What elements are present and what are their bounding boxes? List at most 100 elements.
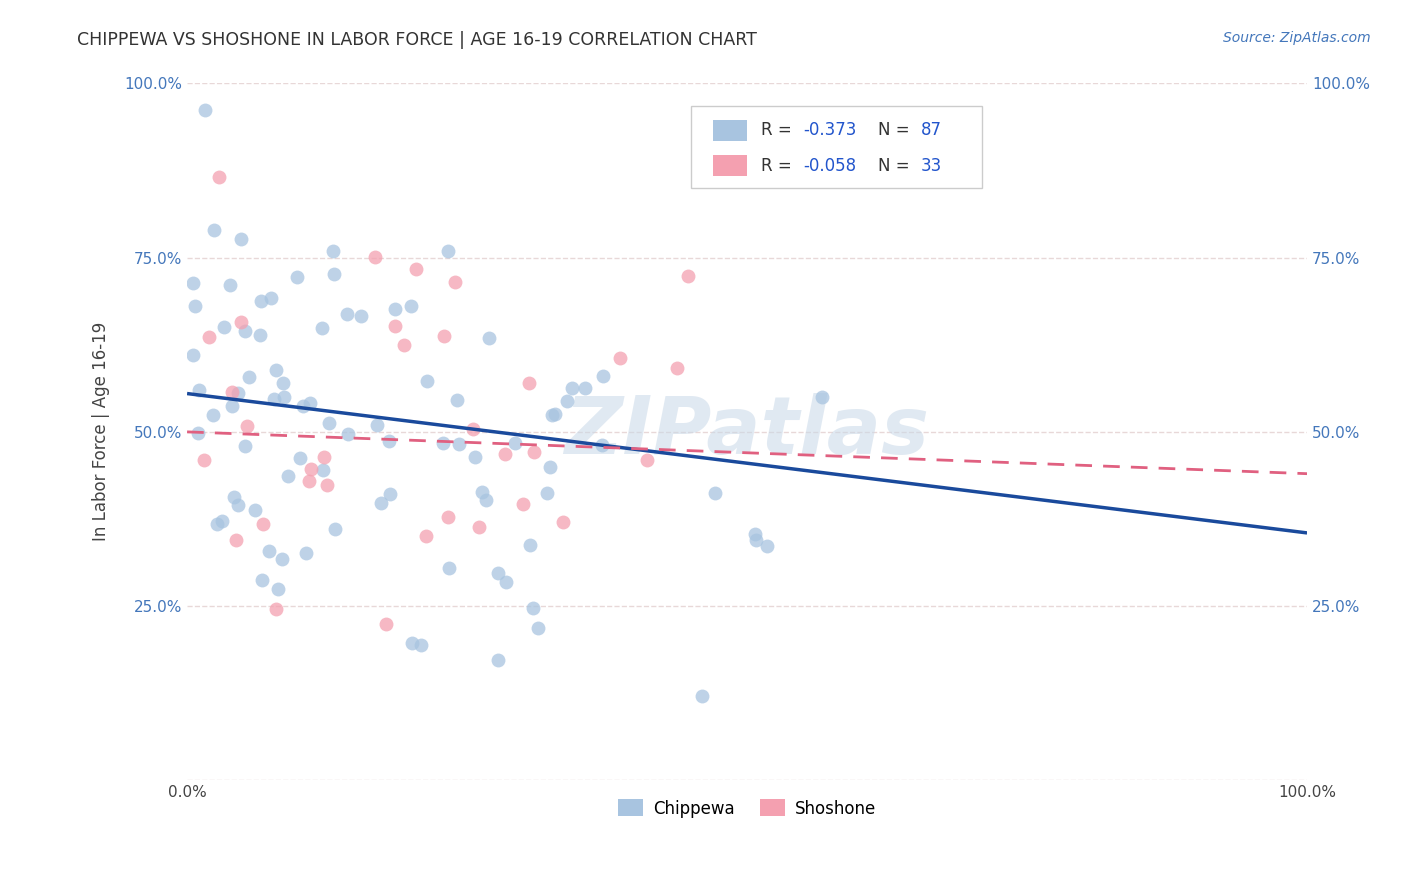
FancyBboxPatch shape: [713, 155, 747, 176]
Point: [591, 438, 613, 452]
Point: [666, 361, 689, 376]
Point: [536, 486, 558, 500]
Point: [273, 391, 295, 405]
Point: [475, 492, 498, 507]
Point: [375, 617, 398, 632]
Point: [236, 418, 259, 433]
Point: [704, 486, 727, 500]
Point: [181, 277, 204, 291]
Point: [266, 362, 288, 376]
Point: [266, 582, 288, 597]
Text: ZIPatlas: ZIPatlas: [565, 392, 929, 471]
Point: [257, 544, 280, 558]
Point: [336, 307, 359, 321]
Point: [214, 320, 236, 334]
Text: 33: 33: [921, 157, 942, 175]
Point: [512, 497, 534, 511]
Point: [298, 395, 321, 409]
Point: [297, 474, 319, 488]
Point: [211, 514, 233, 528]
Point: [299, 461, 322, 475]
Point: [745, 533, 768, 548]
Point: [233, 439, 256, 453]
Point: [322, 244, 344, 259]
Point: [676, 269, 699, 284]
Point: [392, 338, 415, 352]
Point: [250, 293, 273, 308]
Point: [266, 601, 288, 615]
Point: [226, 386, 249, 401]
Point: [208, 169, 231, 184]
Legend: Chippewa, Shoshone: Chippewa, Shoshone: [612, 793, 883, 824]
Point: [370, 496, 392, 510]
Point: [405, 261, 427, 276]
Point: [219, 277, 242, 292]
Point: [494, 447, 516, 461]
FancyBboxPatch shape: [692, 106, 983, 188]
Point: [553, 515, 575, 529]
Point: [249, 327, 271, 342]
Point: [690, 690, 713, 704]
FancyBboxPatch shape: [713, 120, 747, 141]
Point: [287, 270, 309, 285]
Point: [744, 526, 766, 541]
Point: [222, 490, 245, 504]
Point: [193, 453, 215, 467]
Point: [221, 399, 243, 413]
Point: [486, 653, 509, 667]
Text: Source: ZipAtlas.com: Source: ZipAtlas.com: [1223, 31, 1371, 45]
Point: [432, 435, 454, 450]
Point: [527, 621, 550, 635]
Point: [401, 299, 423, 313]
Point: [755, 539, 778, 553]
Point: [574, 381, 596, 395]
Point: [295, 545, 318, 559]
Point: [187, 425, 209, 440]
Point: [252, 516, 274, 531]
Text: N =: N =: [879, 157, 915, 175]
Point: [238, 370, 260, 384]
Point: [202, 408, 225, 422]
Point: [363, 250, 385, 264]
Point: [437, 509, 460, 524]
Point: [314, 450, 336, 465]
Point: [290, 451, 312, 466]
Point: [378, 487, 401, 501]
Point: [538, 460, 561, 475]
Point: [478, 331, 501, 345]
Point: [270, 552, 292, 566]
Point: [315, 477, 337, 491]
Text: N =: N =: [879, 121, 915, 139]
Point: [437, 244, 460, 259]
Point: [486, 566, 509, 580]
Point: [194, 103, 217, 117]
Point: [183, 299, 205, 313]
Point: [401, 636, 423, 650]
Point: [517, 376, 540, 391]
Point: [312, 463, 335, 477]
Point: [384, 318, 406, 333]
Point: [337, 427, 360, 442]
Point: [277, 468, 299, 483]
Text: 87: 87: [921, 121, 942, 139]
Point: [523, 445, 546, 459]
Point: [229, 315, 252, 329]
Point: [411, 638, 433, 652]
Point: [540, 409, 562, 423]
Point: [260, 291, 283, 305]
Point: [229, 232, 252, 246]
Point: [433, 328, 456, 343]
Point: [471, 485, 494, 500]
Point: [311, 321, 333, 335]
Point: [323, 268, 346, 282]
Point: [522, 601, 544, 615]
Point: [377, 434, 399, 448]
Point: [226, 498, 249, 512]
Point: [503, 435, 526, 450]
Point: [544, 407, 567, 421]
Point: [495, 574, 517, 589]
Point: [188, 383, 211, 397]
Point: [291, 399, 314, 413]
Point: [609, 351, 631, 365]
Text: -0.373: -0.373: [803, 121, 856, 139]
